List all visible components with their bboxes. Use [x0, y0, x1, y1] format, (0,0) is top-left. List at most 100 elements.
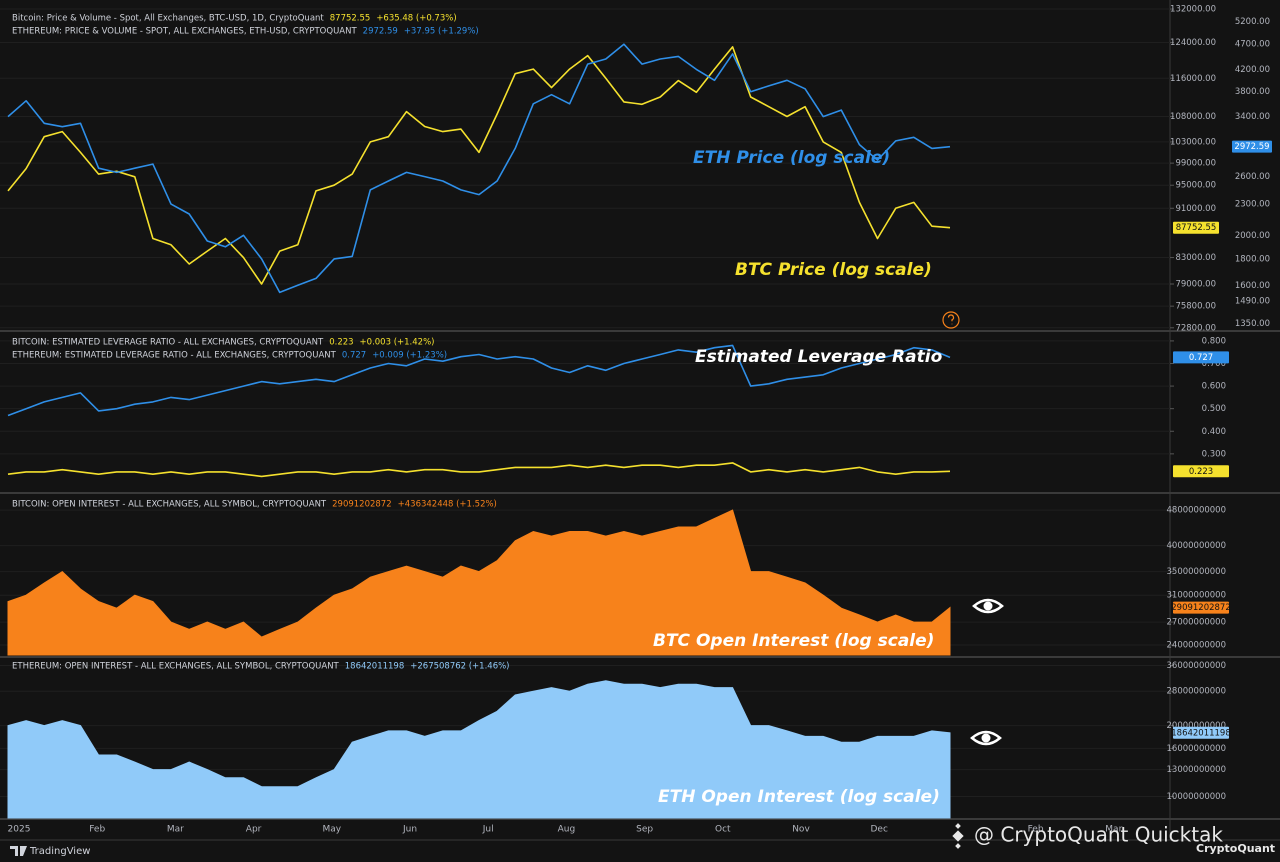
y-tick-label: 0.400	[1202, 427, 1226, 437]
price-tag	[1173, 726, 1229, 739]
price-tag-label: 18642011198	[1171, 728, 1231, 738]
legend-change: +0.003 (+1.42%)	[360, 338, 435, 348]
help-icon[interactable]	[942, 311, 960, 329]
annotation: Estimated Leverage Ratio	[695, 347, 943, 367]
price-tag-label: 87752.55	[1176, 223, 1217, 233]
platform-logo	[10, 846, 27, 856]
y-tick-label: 0.700	[1202, 359, 1226, 369]
logo-diamond	[955, 843, 961, 849]
x-tick-label: Feb	[1028, 825, 1044, 835]
price-tag	[1173, 601, 1229, 614]
y-tick-label: 35000000000	[1167, 567, 1227, 577]
eye-pupil	[981, 733, 991, 743]
price-tag-label: 0.727	[1189, 353, 1213, 363]
x-tick-label: Feb	[89, 825, 105, 835]
series-line	[7, 46, 951, 285]
help-glyph	[947, 314, 955, 325]
x-tick-label: Mar	[167, 825, 184, 835]
x-tick-label: Jul	[482, 825, 494, 835]
platform-label: TradingView	[29, 846, 90, 857]
eye-outline	[970, 730, 1002, 746]
legend-change: +635.48 (+0.73%)	[376, 14, 456, 24]
y-tick-label: 24000000000	[1167, 641, 1227, 651]
logo-diamond	[955, 823, 961, 829]
panel-line: 0.223 0.727	[7, 344, 1229, 478]
y-tick-label: 72800.00	[1175, 323, 1216, 333]
y-tick-label: 116000.00	[1170, 74, 1216, 84]
y-tick-label: 99000.00	[1175, 159, 1216, 169]
y-tick-label: 28000000000	[1167, 687, 1227, 697]
x-tick-label: Jun	[402, 825, 417, 835]
y-tick-label: 13000000000	[1167, 765, 1227, 775]
y-tick-label: 132000.00	[1170, 5, 1216, 15]
legend-change: +0.009 (+1.23%)	[372, 351, 447, 361]
y2-tick-label: 1800.00	[1235, 254, 1270, 264]
y-tick-label: 83000.00	[1175, 253, 1216, 263]
legend-value: 18642011198	[345, 662, 405, 672]
legend-name: ETHEREUM: PRICE & VOLUME - SPOT, ALL EXC…	[12, 27, 357, 37]
annotation: ETH Price (log scale)	[693, 148, 890, 168]
legend-name: Bitcoin: Price & Volume - Spot, All Exch…	[12, 14, 324, 24]
y-tick-label: 27000000000	[1167, 618, 1227, 628]
watermark: @ CryptoQuant Quicktak	[974, 823, 1223, 847]
y2-tick-label: 1490.00	[1235, 297, 1270, 307]
legend-value: 0.223	[329, 338, 353, 348]
y-tick-label: 10000000000	[1167, 792, 1227, 802]
legend-name: BITCOIN: ESTIMATED LEVERAGE RATIO - ALL …	[12, 338, 324, 348]
legend-change: +37.95 (+1.29%)	[404, 27, 479, 37]
legend-name: ETHEREUM: ESTIMATED LEVERAGE RATIO - ALL…	[12, 351, 337, 361]
y2-tick-label: 2000.00	[1235, 231, 1270, 241]
price-tag	[1173, 351, 1229, 364]
y-tick-label: 79000.00	[1175, 280, 1216, 290]
series-area	[7, 509, 951, 656]
x-tick-label: Oct	[715, 825, 731, 835]
y-tick-label: 48000000000	[1167, 506, 1227, 516]
annotation: BTC Price (log scale)	[735, 260, 932, 280]
y-tick-label: 31000000000	[1167, 591, 1227, 601]
annotation: BTC Open Interest (log scale)	[653, 631, 934, 651]
x-tick-label: Apr	[246, 825, 262, 835]
x-tick-label: Mar	[1105, 825, 1122, 835]
price-tag-label: 29091202872	[1171, 603, 1231, 613]
series-area	[7, 680, 951, 819]
y-tick-label: 0.300	[1202, 449, 1226, 459]
series-line	[7, 344, 951, 417]
legend-value: 87752.55	[330, 14, 371, 24]
panel-area: 18642011198	[7, 680, 1231, 819]
y-tick-label: 0.800	[1202, 336, 1226, 346]
x-tick-label: 2025	[8, 825, 31, 835]
price-tag	[1173, 465, 1229, 478]
eye-icon[interactable]	[972, 598, 1004, 614]
y-tick-label: 40000000000	[1167, 541, 1227, 551]
panel-line: 87752.55 2972.59	[7, 43, 1272, 294]
price-tag-label: 2972.59	[1234, 142, 1269, 152]
legend-change: +267508762 (+1.46%)	[410, 662, 509, 672]
brand-label: CryptoQuant	[1196, 842, 1275, 855]
y-tick-label: 91000.00	[1175, 204, 1216, 214]
legend-value: 29091202872	[332, 500, 392, 510]
y2-tick-label: 2600.00	[1235, 172, 1270, 182]
y-tick-label: 108000.00	[1170, 112, 1216, 122]
y2-tick-label: 4700.00	[1235, 40, 1270, 50]
y-tick-label: 0.500	[1202, 404, 1226, 414]
x-tick-label: Dec	[870, 825, 887, 835]
series-line	[7, 43, 951, 294]
y-tick-label: 124000.00	[1170, 38, 1216, 48]
y-tick-label: 103000.00	[1170, 137, 1216, 147]
question-icon[interactable]	[942, 311, 960, 329]
y-tick-label: 36000000000	[1167, 661, 1227, 671]
legend-name: ETHEREUM: OPEN INTEREST - ALL EXCHANGES,…	[12, 662, 340, 672]
x-tick-label: May	[322, 825, 341, 835]
x-tick-label: Aug	[558, 825, 576, 835]
y2-tick-label: 4200.00	[1235, 65, 1270, 75]
legend-name: BITCOIN: OPEN INTEREST - ALL EXCHANGES, …	[12, 500, 327, 510]
price-tag	[1232, 140, 1272, 153]
price-tag-label: 0.223	[1189, 467, 1213, 477]
y-tick-label: 16000000000	[1167, 744, 1227, 754]
legend-value: 2972.59	[363, 27, 398, 37]
y-tick-label: 75800.00	[1175, 302, 1216, 312]
legend-value: 0.727	[342, 351, 366, 361]
panel-area: 29091202872	[7, 509, 1231, 656]
eye-icon[interactable]	[970, 730, 1002, 746]
